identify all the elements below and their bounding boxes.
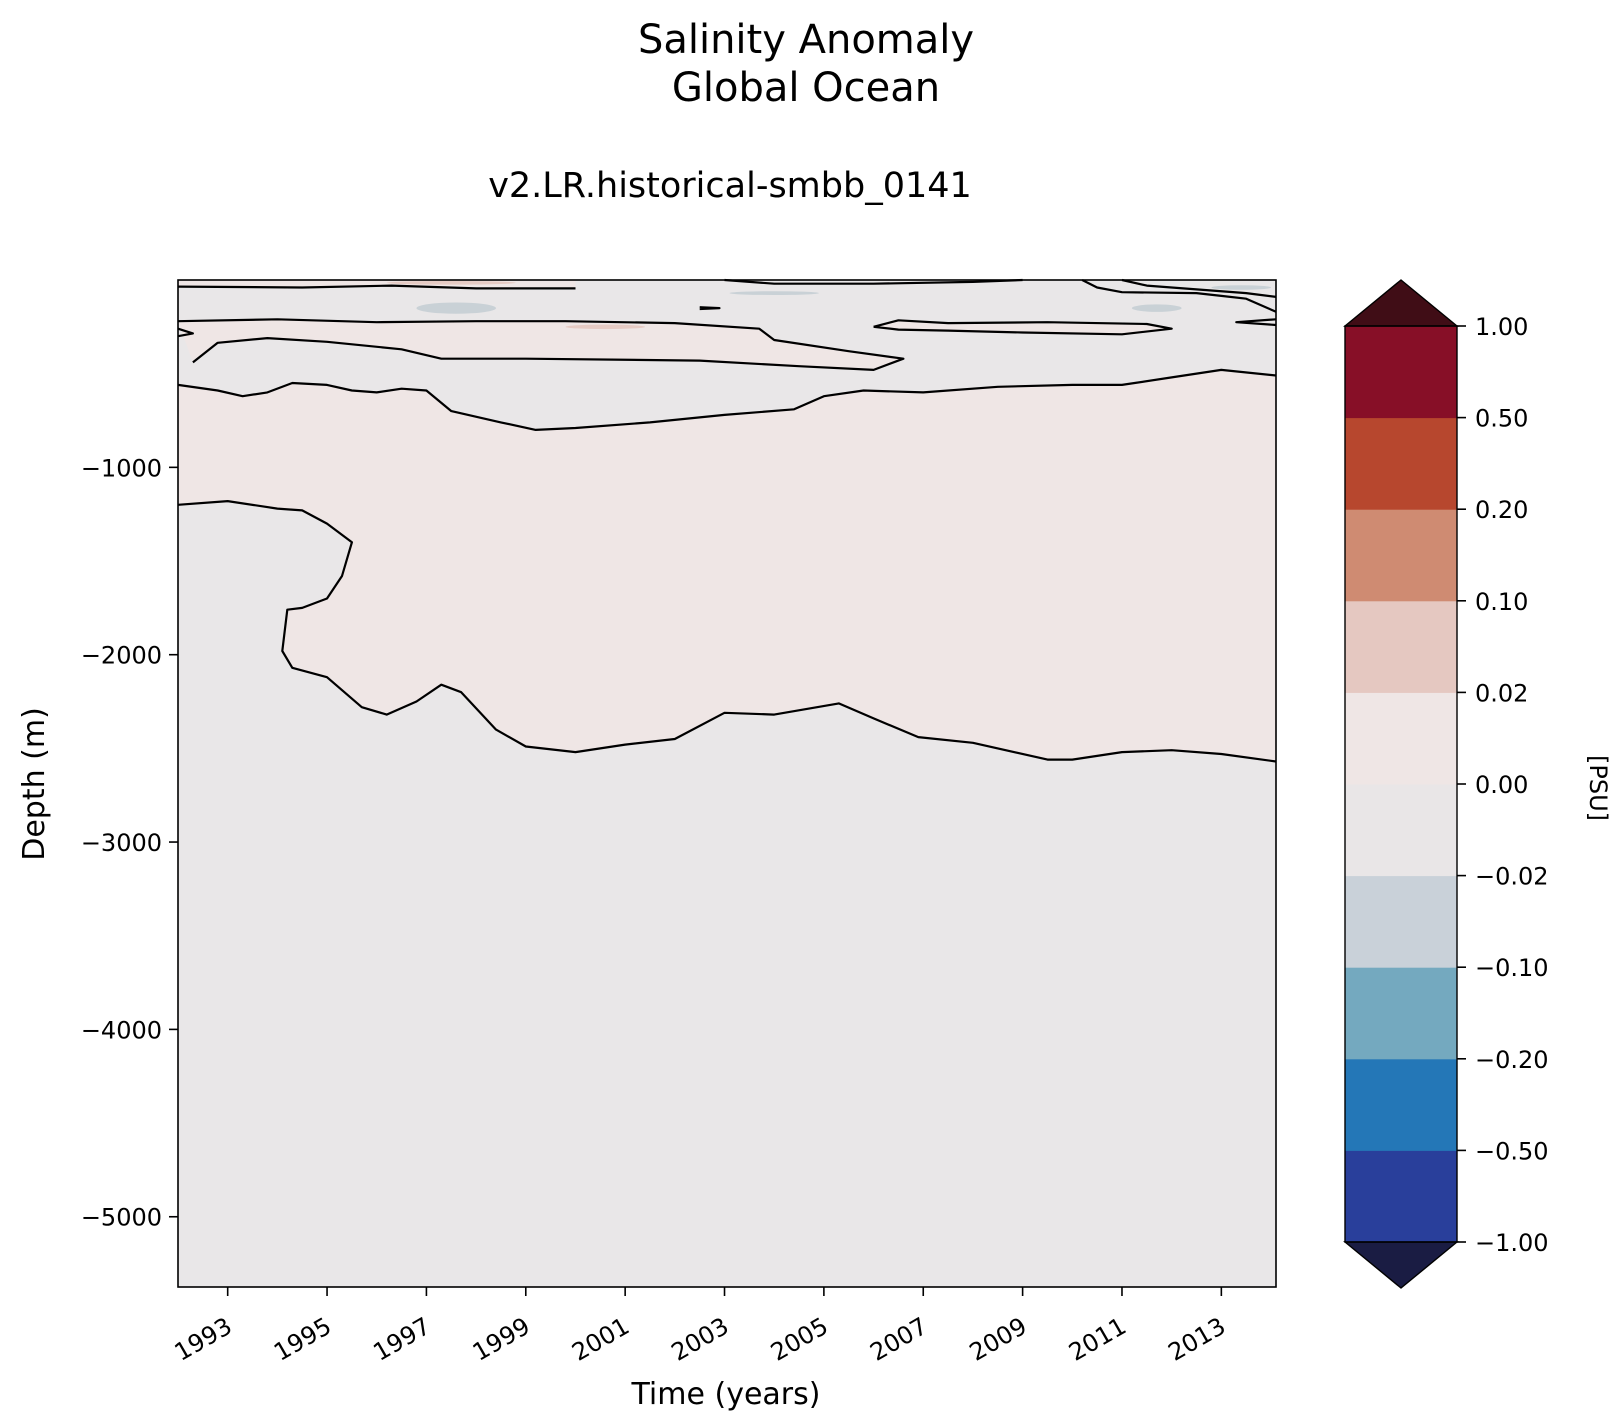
colorbar-segment	[1345, 600, 1457, 693]
colorbar-tick-label: −0.10	[1475, 954, 1549, 982]
contour-line-0	[177, 500, 1277, 763]
colorbar-tick-label: 0.50	[1475, 405, 1528, 433]
x-axis-label: Time (years)	[631, 1377, 821, 1412]
chart-title: Salinity Anomaly	[637, 17, 975, 63]
positive-patch	[386, 280, 516, 285]
colorbar-segment	[1345, 509, 1457, 602]
y-axis-label: Depth (m)	[17, 707, 52, 861]
negative-patch	[1131, 304, 1182, 312]
colorbar-tick-label: 0.00	[1475, 771, 1528, 799]
colorbar-segment	[1345, 967, 1457, 1060]
contour-line-10	[699, 306, 721, 311]
negative-patch	[729, 291, 819, 295]
colorbar-tick-label: 1.00	[1475, 313, 1528, 341]
y-axis: −1000 −2000 −3000 −4000 −5000	[81, 454, 178, 1232]
contour-line-3	[177, 327, 194, 338]
x-tick-label: 2003	[667, 1312, 734, 1367]
y-tick-label: −2000	[81, 642, 162, 670]
positive-region-fill	[178, 369, 1276, 762]
contour-line-9	[1235, 318, 1277, 327]
x-tick-label: 2007	[865, 1312, 932, 1367]
plot-frame	[177, 279, 1277, 1288]
colorbar-segment	[1345, 1150, 1457, 1243]
x-tick-label: 2009	[965, 1312, 1032, 1367]
x-tick-label: 1995	[269, 1312, 336, 1367]
positive-patch	[565, 324, 646, 330]
y-tick-label: −4000	[81, 1016, 162, 1044]
x-tick-label: 2013	[1163, 1312, 1230, 1367]
colorbar-tick-label: −0.50	[1475, 1137, 1549, 1165]
colorbar-tick-label: −0.20	[1475, 1046, 1549, 1074]
chart-subtitle: Global Ocean	[671, 65, 941, 111]
contour-lines	[177, 278, 1277, 763]
x-tick-label: 2011	[1064, 1312, 1131, 1367]
colorbar-segment	[1345, 417, 1457, 510]
x-tick-label: 1997	[369, 1312, 436, 1367]
y-tick-label: −3000	[81, 829, 162, 857]
colorbar-tick-label: −0.02	[1475, 863, 1549, 891]
x-tick-label: 2001	[567, 1312, 634, 1367]
y-tick-label: −5000	[81, 1204, 162, 1232]
anomaly-patches	[386, 280, 1272, 330]
contour-line-8	[1121, 278, 1277, 298]
colorbar-tick-label: 0.10	[1475, 588, 1528, 616]
contour-line-4	[177, 284, 576, 290]
colorbar-segment	[1345, 1058, 1457, 1151]
colorbar-segment	[1345, 692, 1457, 785]
colorbar-tick-label: 0.02	[1475, 679, 1528, 707]
colorbar-segment	[1345, 875, 1457, 968]
colorbar-segment	[1345, 326, 1457, 419]
colorbar: 1.00 0.50 0.20 0.10 0.02 0.00 −0.02 −0.10 −0.20 −…	[1343, 279, 1549, 1289]
colorbar-extend-max	[1343, 279, 1459, 327]
x-axis: 1993 1995 1997 1999 2001 2003 2005 2007 2009 2011…	[170, 1287, 1230, 1367]
contour-line-1	[177, 368, 1277, 431]
y-tick-label: −1000	[81, 454, 162, 482]
x-tick-label: 2005	[766, 1312, 833, 1367]
colorbar-tick-label: 0.20	[1475, 496, 1528, 524]
x-tick-label: 1993	[170, 1312, 237, 1367]
colorbar-extend-min	[1343, 1241, 1459, 1289]
colorbar-tick-label: −1.00	[1475, 1229, 1549, 1257]
negative-patch	[416, 302, 496, 314]
run-name: v2.LR.historical-smbb_0141	[488, 166, 972, 206]
x-tick-label: 1999	[468, 1312, 535, 1367]
contour-line-2	[177, 318, 905, 371]
contour-line-6	[873, 319, 1173, 336]
colorbar-segment	[1345, 784, 1457, 877]
negative-patch	[1211, 285, 1272, 290]
contour-line-7	[1081, 279, 1277, 313]
upper-positive-band-fill	[178, 319, 904, 370]
colorbar-label: [PSU]	[1584, 755, 1612, 821]
contour-line-5	[724, 278, 1023, 285]
